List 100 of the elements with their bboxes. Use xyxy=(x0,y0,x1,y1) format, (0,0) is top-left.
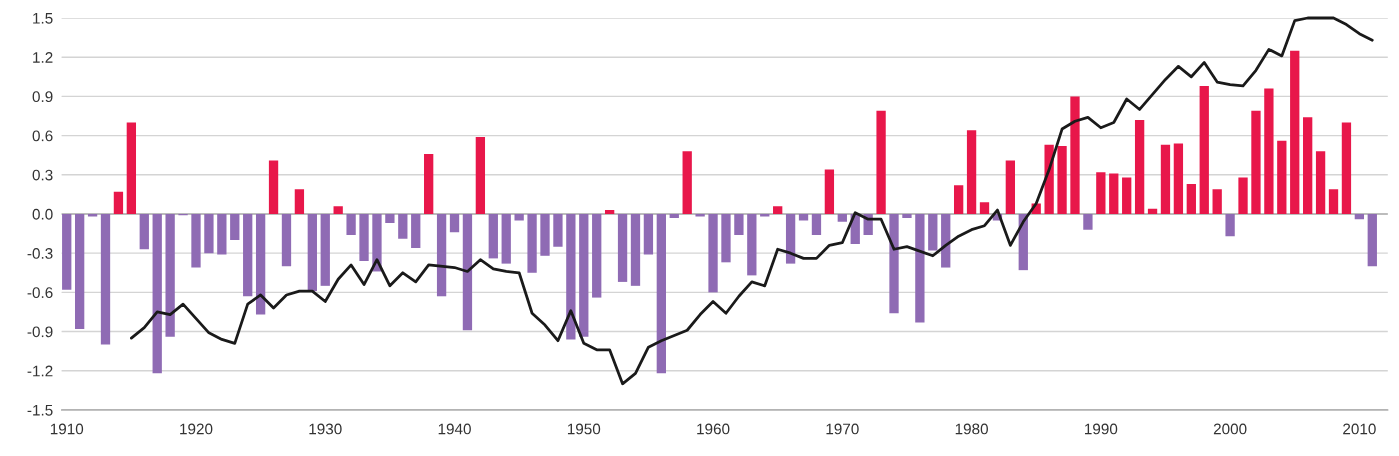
bar xyxy=(113,191,124,214)
bar xyxy=(760,213,770,217)
y-tick-label: 1.5 xyxy=(33,13,53,24)
bar xyxy=(1290,50,1300,214)
bar xyxy=(75,213,85,329)
bar xyxy=(424,153,434,214)
bar xyxy=(359,213,369,262)
bar xyxy=(669,213,679,218)
x-tick-label: 1950 xyxy=(567,423,601,435)
y-tick-label: 0.6 xyxy=(32,130,53,142)
bar xyxy=(436,213,447,297)
x-tick-label: 1930 xyxy=(309,423,342,435)
x-tick-label: 1910 xyxy=(50,423,84,435)
bar xyxy=(592,213,602,298)
bar xyxy=(294,189,305,214)
bar xyxy=(798,213,809,221)
bar xyxy=(617,213,628,282)
bar xyxy=(281,213,292,267)
bar xyxy=(152,213,162,374)
bar xyxy=(734,213,744,235)
bar xyxy=(1096,172,1106,214)
bar xyxy=(475,136,486,214)
bar xyxy=(449,213,460,233)
bar xyxy=(785,213,796,264)
y-tick-label: -0.6 xyxy=(27,287,53,299)
bar xyxy=(1354,213,1365,220)
bar xyxy=(928,213,938,251)
bar xyxy=(320,213,330,286)
bar xyxy=(773,206,783,214)
y-tick-label: -0.9 xyxy=(27,326,53,338)
x-tick-label: 1980 xyxy=(955,423,988,435)
bar xyxy=(915,213,925,323)
bar xyxy=(721,213,731,263)
bar xyxy=(1328,189,1339,214)
y-tick-label: 0.0 xyxy=(32,208,53,220)
bar xyxy=(217,213,227,255)
bar xyxy=(191,213,201,268)
bar xyxy=(695,213,705,217)
bar xyxy=(1122,177,1132,214)
bar xyxy=(837,213,847,222)
bar xyxy=(1147,208,1158,214)
bar xyxy=(1303,117,1313,214)
bar xyxy=(204,213,214,254)
bar xyxy=(139,213,149,250)
bar xyxy=(1212,189,1222,214)
y-tick-label: 0.3 xyxy=(32,169,53,181)
bar xyxy=(1367,213,1377,267)
bar xyxy=(165,213,175,337)
bar xyxy=(488,213,498,259)
bar xyxy=(411,213,421,248)
bar xyxy=(1134,119,1145,214)
line-series xyxy=(129,16,1374,386)
bar xyxy=(747,213,757,276)
x-tick-label: 1940 xyxy=(438,423,471,435)
bar xyxy=(966,130,977,214)
bar xyxy=(1005,160,1016,214)
x-tick-label: 1970 xyxy=(826,423,859,435)
bar xyxy=(902,213,912,218)
bar xyxy=(1315,151,1326,214)
bar xyxy=(398,213,408,239)
x-tick-label: 1920 xyxy=(180,423,213,435)
bar xyxy=(230,213,240,241)
bar xyxy=(876,110,886,214)
bar xyxy=(385,213,395,224)
bar xyxy=(682,151,692,214)
bar xyxy=(941,213,951,268)
bar xyxy=(1173,143,1184,214)
bar xyxy=(346,213,356,235)
bar xyxy=(1160,144,1171,214)
bar xyxy=(1238,177,1248,214)
bar xyxy=(255,213,266,315)
x-tick-label: 1990 xyxy=(1085,423,1118,435)
bar xyxy=(1199,85,1209,214)
bar xyxy=(1057,146,1067,214)
y-tick-label: 0.9 xyxy=(32,91,53,103)
bar xyxy=(126,122,137,214)
bar xyxy=(979,202,990,214)
bar xyxy=(333,206,343,214)
bar xyxy=(954,185,964,214)
bar xyxy=(553,213,563,247)
x-tick-label: 2000 xyxy=(1213,423,1247,435)
bar xyxy=(100,213,111,345)
bar xyxy=(1186,183,1196,214)
bar xyxy=(643,213,654,255)
bar xyxy=(1070,96,1080,214)
bar xyxy=(462,213,473,331)
bar xyxy=(811,213,822,235)
bar xyxy=(1341,122,1352,214)
y-tick-label: -1.2 xyxy=(27,365,53,377)
bar xyxy=(268,160,279,214)
bar xyxy=(87,213,98,217)
bar xyxy=(656,213,666,374)
bar xyxy=(824,169,835,214)
bar xyxy=(307,213,317,292)
bar xyxy=(514,213,524,221)
bar xyxy=(1225,213,1235,237)
bar xyxy=(1251,110,1261,214)
bar xyxy=(1083,213,1093,230)
bar xyxy=(1264,88,1274,214)
bar xyxy=(708,213,718,293)
